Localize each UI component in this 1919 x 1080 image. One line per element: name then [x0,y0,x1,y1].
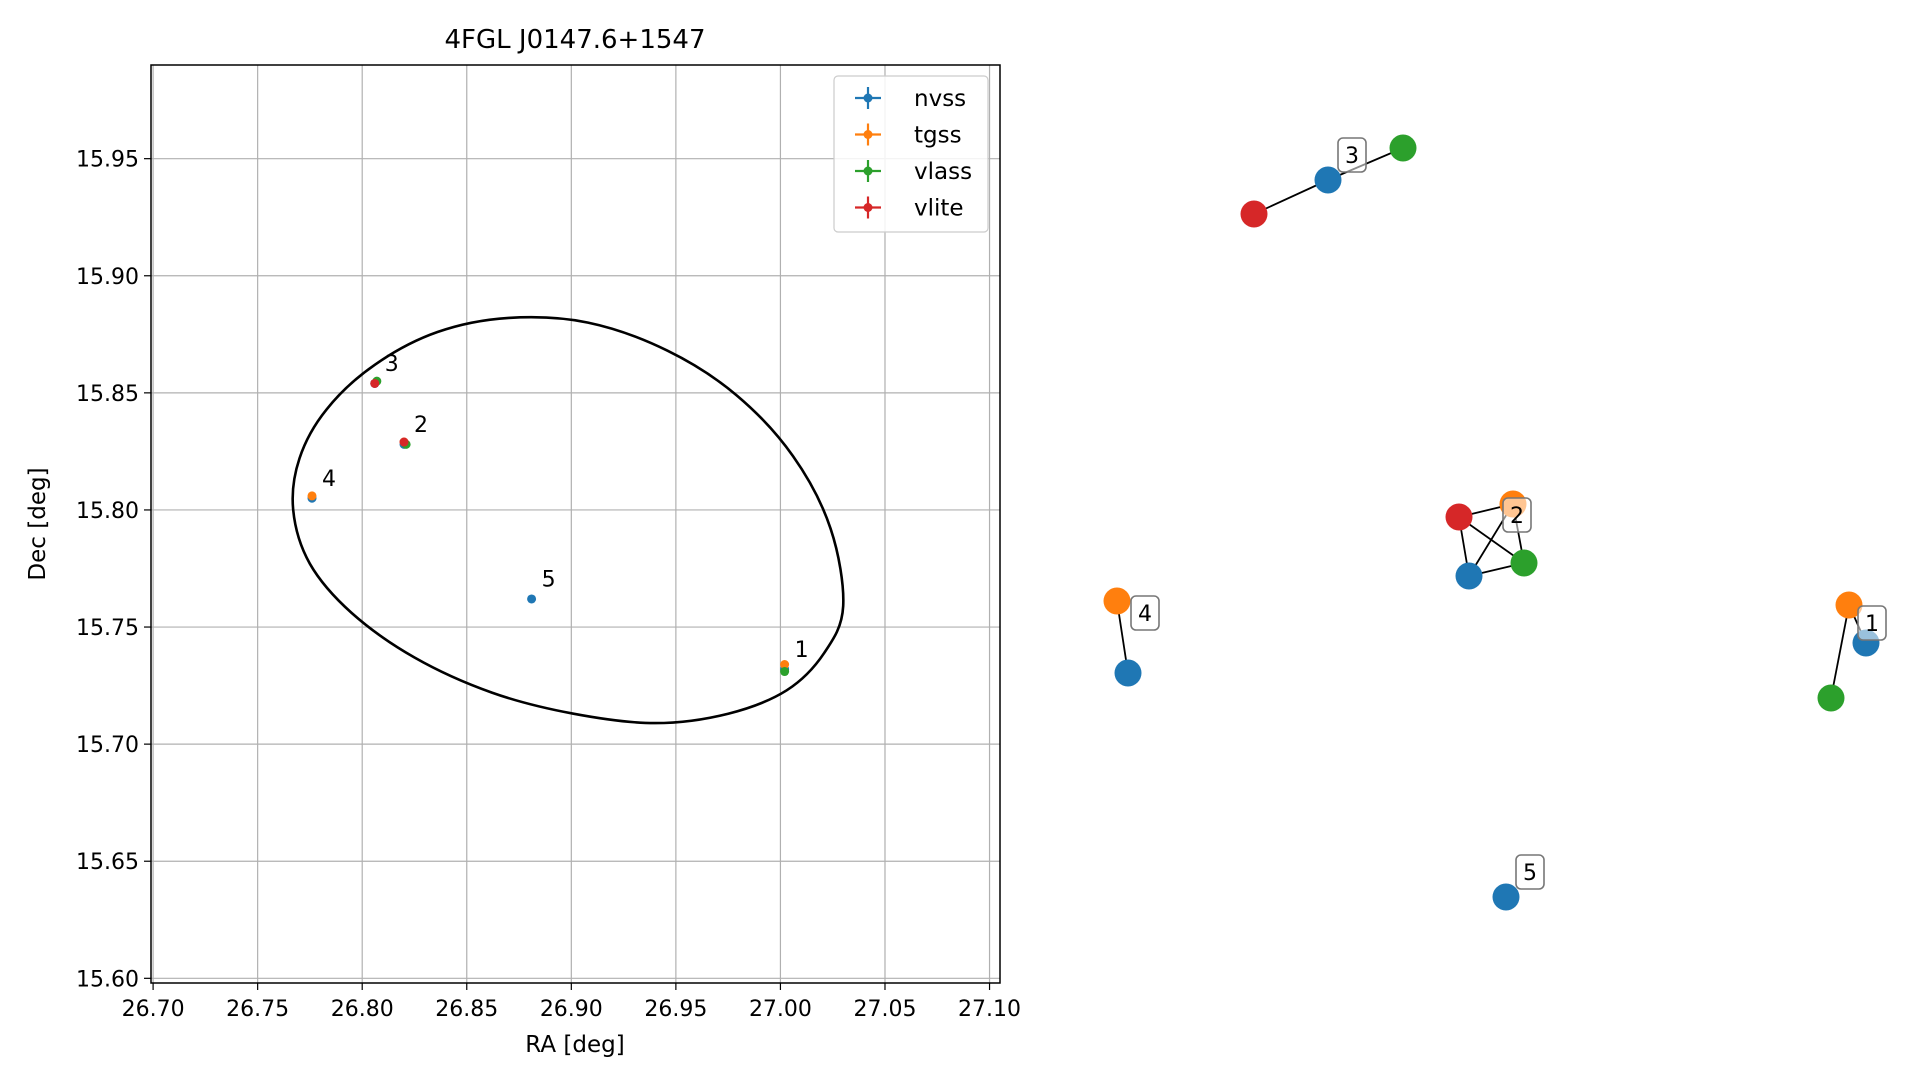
node-label: 5 [1515,854,1545,890]
point-annotation: 1 [795,638,809,663]
node-label: 2 [1502,497,1532,533]
network-node [1445,503,1473,531]
x-tick-label: 27.05 [853,997,916,1022]
ellipse-layer [291,315,845,725]
y-tick-label: 15.85 [76,382,139,407]
point-annotation: 4 [322,467,336,492]
node-label: 4 [1130,595,1160,631]
point-vlite [399,437,409,447]
error-ellipse [291,315,845,725]
node-labels-layer: 3 2 4 1 5 [1130,137,1887,890]
legend-marker-dot [863,203,873,212]
network-node [1817,684,1845,712]
point-vlass [780,667,790,677]
x-tick-label: 26.95 [644,997,707,1022]
point-annotation: 2 [414,413,428,438]
network-node [1492,883,1520,911]
node-label-box [1337,137,1367,173]
network-node [1389,134,1417,162]
plot-frame [150,64,1001,984]
x-tick-label: 26.70 [122,997,185,1022]
node-label: 1 [1857,605,1887,641]
x-tick-label: 27.10 [958,997,1021,1022]
chart-title: 4FGL J0147.6+1547 [445,25,706,55]
x-tick-label: 26.90 [540,997,603,1022]
x-axis-label: RA [deg] [525,1032,624,1058]
network-graph: 3 2 4 1 5 [1103,134,1887,911]
point-tgss [307,491,317,501]
network-node [1835,591,1863,619]
node-label-box [1130,595,1160,631]
y-tick-label: 15.75 [76,616,139,641]
node-label-box [1515,854,1545,890]
point-annotation: 3 [385,352,399,377]
network-node [1510,549,1538,577]
point-tgss [780,660,790,670]
node-label-text: 4 [1138,602,1152,627]
network-node [1240,200,1268,228]
node-label: 3 [1337,137,1367,173]
network-node [1314,166,1342,194]
legend-label-vlite: vlite [914,196,964,222]
network-node [1103,587,1131,615]
scatter-chart: 1 2 3 4 5 26.70 26.75 26.80 26.85 26.90 26.95 27.0… [25,25,1021,1058]
legend-marker-dot [863,166,873,176]
node-label-text: 2 [1510,504,1524,529]
network-edge [1830,604,1850,699]
y-axis-ticks: 15.60 15.65 15.70 15.75 15.80 15.85 15.90 15.95 [76,148,151,992]
legend-box [833,75,989,233]
x-tick-label: 26.85 [435,997,498,1022]
x-tick-label: 27.00 [749,997,812,1022]
node-label-text: 1 [1865,612,1879,637]
y-tick-label: 15.60 [76,967,139,992]
network-node [1455,562,1483,590]
point-vlite [370,378,380,388]
node-label-text: 3 [1345,144,1359,169]
legend: nvss tgss vlass vlite [833,75,989,233]
y-tick-label: 15.95 [76,148,139,173]
network-edge [1253,179,1329,215]
points-layer [307,376,790,677]
y-tick-label: 15.80 [76,499,139,524]
y-axis-label: Dec [deg] [25,467,51,580]
node-label-box [1502,497,1532,533]
annotation-layer: 1 2 3 4 5 [322,352,809,663]
x-tick-label: 26.80 [331,997,394,1022]
legend-label-vlass: vlass [914,159,972,185]
legend-label-tgss: tgss [914,123,962,149]
y-tick-label: 15.65 [76,850,139,875]
node-label-text: 5 [1523,861,1537,886]
legend-marker-dot [863,93,873,103]
node-label-box [1857,605,1887,641]
x-axis-ticks: 26.70 26.75 26.80 26.85 26.90 26.95 27.00 27.05… [122,983,1021,1022]
y-tick-label: 15.70 [76,733,139,758]
point-nvss [527,594,537,604]
network-node [1114,659,1142,687]
point-annotation: 5 [542,568,556,593]
legend-marker-dot [863,130,873,139]
y-tick-label: 15.90 [76,265,139,290]
legend-label-nvss: nvss [914,86,966,112]
x-tick-label: 26.75 [226,997,289,1022]
